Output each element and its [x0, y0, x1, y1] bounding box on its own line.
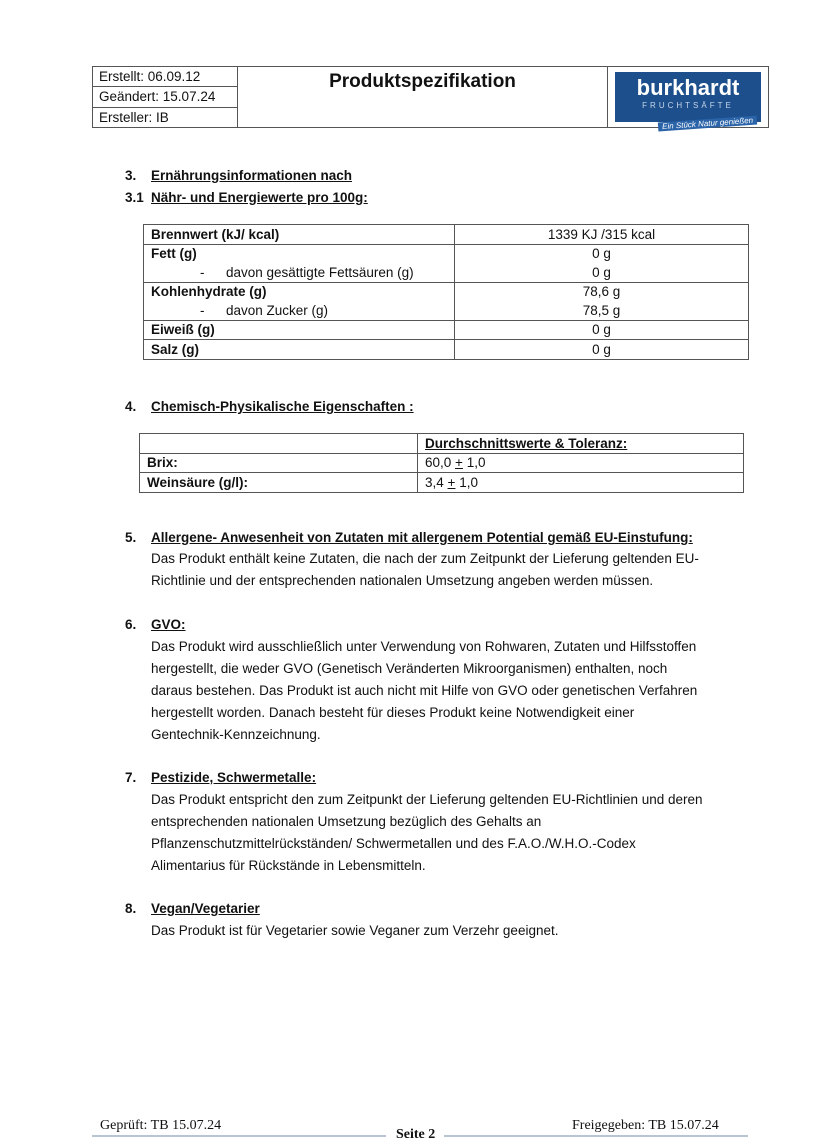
- author: Ersteller: IB: [92, 106, 238, 129]
- section-5-text: Das Produkt enthält keine Zutaten, die n…: [151, 551, 699, 588]
- table-row: Weinsäure (g/l): 3,4 + 1,0: [139, 472, 744, 493]
- nutrition-table: Brennwert (kJ/ kcal) 1339 KJ /315 kcal Fe…: [143, 224, 749, 360]
- table-row: - davon Zucker (g) 78,5 g: [143, 301, 749, 321]
- footer-checked: Geprüft: TB 15.07.24: [100, 1118, 222, 1133]
- logo-cell: burkhardt FRUCHTSÄFTE Ein Stück Natur geni…: [607, 66, 769, 132]
- footer-divider: [444, 1135, 748, 1137]
- section-6-heading: 6. GVO:: [125, 617, 186, 632]
- section-4-heading: 4. Chemisch-Physikalische Eigenschaften :: [125, 399, 414, 414]
- properties-table: Durchschnittswerte & Toleranz: Brix: 60,0…: [139, 433, 744, 493]
- table-row: - davon gesättigte Fettsäuren (g) 0 g: [143, 263, 749, 283]
- table-row: Kohlenhydrate (g) 78,6 g: [143, 281, 749, 301]
- table-row: Brennwert (kJ/ kcal) 1339 KJ /315 kcal: [143, 224, 749, 245]
- section-7-text: Das Produkt entspricht den zum Zeitpunkt…: [151, 792, 703, 873]
- burkhardt-logo: burkhardt FRUCHTSÄFTE Ein Stück Natur geni…: [615, 72, 761, 132]
- section-3-heading: 3. Ernährungsinformationen nach: [125, 168, 353, 183]
- changed-date: Geändert: 15.07.24: [92, 86, 238, 108]
- section-7-heading: 7. Pestizide, Schwermetalle:: [125, 770, 317, 785]
- table-row: Eiweiß (g) 0 g: [143, 319, 749, 340]
- footer-divider: [92, 1135, 386, 1137]
- table-row: Salz (g) 0 g: [143, 339, 749, 360]
- created-date: Erstellt: 06.09.12: [92, 65, 238, 88]
- document-title: Produktspezifikation: [237, 66, 608, 128]
- header-table: Erstellt: 06.09.12 Produktspezifikation …: [92, 65, 769, 132]
- footer-released: Freigegeben: TB 15.07.24: [572, 1118, 719, 1133]
- section-3-1-heading: 3.1 Nähr- und Energiewerte pro 100g:: [125, 190, 368, 205]
- page-number: Seite 2: [396, 1127, 436, 1142]
- table-row: Fett (g) 0 g: [143, 243, 749, 263]
- section-6-text: Das Produkt wird ausschließlich unter Ve…: [151, 639, 698, 742]
- section-8-heading: 8. Vegan/Vegetarier: [125, 901, 260, 916]
- section-8-text: Das Produkt ist für Vegetarier sowie Veg…: [151, 923, 559, 938]
- section-5-heading: 5. Allergene- Anwesenheit von Zutaten mit…: [125, 530, 693, 545]
- table-row: Brix: 60,0 + 1,0: [139, 452, 744, 473]
